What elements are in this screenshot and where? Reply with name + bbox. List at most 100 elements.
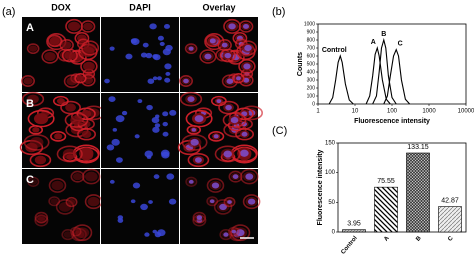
column-header: Overlay <box>202 2 235 12</box>
cell-fill <box>56 97 65 105</box>
nucleus <box>164 63 172 70</box>
cell-fill <box>29 178 38 185</box>
cell-cytoplasm <box>206 196 219 207</box>
cell-cytoplasm <box>61 229 75 241</box>
y-tick-label: 100 <box>307 93 316 99</box>
cell-cytoplasm <box>82 168 101 185</box>
nucleus <box>142 42 149 48</box>
y-tick-label: 500 <box>307 61 316 67</box>
nucleus <box>154 123 161 128</box>
nucleus <box>244 44 252 52</box>
nucleus <box>157 76 162 81</box>
x-tick-label: 1 <box>316 109 320 115</box>
cell-cytoplasm <box>56 145 83 163</box>
panel-label: (C) <box>272 125 287 137</box>
nucleus <box>148 200 153 204</box>
nucleus <box>187 96 195 103</box>
nucleus <box>109 46 115 51</box>
cell-cytoplasm <box>218 100 239 115</box>
x-tick-label: C <box>447 235 455 243</box>
nucleus <box>125 53 133 60</box>
nucleus <box>153 174 160 179</box>
cell-cytoplasm <box>192 211 207 224</box>
cell-fill <box>65 103 76 112</box>
nucleus <box>226 78 234 84</box>
nucleus <box>196 215 203 220</box>
y-tick-label: 1000 <box>304 21 315 27</box>
cell-fill <box>44 51 56 62</box>
nucleus <box>242 23 249 29</box>
histogram: 0 100 200 300 400 500 600 700 800 900 1000 1 10 100 10… <box>297 21 474 125</box>
cell-cytoplasm <box>208 131 225 142</box>
cell-cytoplasm <box>221 74 238 89</box>
cell-fill <box>29 137 44 148</box>
y-tick-label: 200 <box>307 85 316 91</box>
cell-cytoplasm <box>48 196 61 207</box>
cell-fill <box>83 61 95 71</box>
y-tick-label: 700 <box>307 45 316 51</box>
cell-cytoplasm <box>26 43 40 55</box>
cell-fill <box>36 216 47 225</box>
cell-fill <box>61 41 72 49</box>
cell-cytoplasm <box>41 49 59 64</box>
cell-fill <box>87 196 100 207</box>
panel-label: (a) <box>2 6 15 18</box>
cell-fill <box>28 45 38 52</box>
column-header: DAPI <box>129 2 151 12</box>
cell-cytoplasm <box>80 20 96 33</box>
cell-cytoplasm <box>47 34 63 48</box>
cell-cytoplasm <box>65 196 78 208</box>
nucleus <box>213 134 219 139</box>
bar <box>342 229 366 233</box>
cell-fill <box>63 231 73 238</box>
histogram-curve <box>365 45 391 105</box>
nucleus <box>169 109 177 116</box>
bar <box>438 206 462 233</box>
nucleus <box>152 229 158 234</box>
cell-cytoplasm <box>70 226 82 237</box>
nucleus <box>216 99 222 104</box>
nucleus <box>239 149 249 157</box>
cell-fill <box>83 22 93 31</box>
nucleus <box>194 157 202 163</box>
cell-cytoplasm <box>81 40 100 56</box>
nucleus <box>162 121 168 127</box>
nucleus <box>160 149 170 157</box>
nucleus <box>146 104 153 111</box>
cell-cytoplasm <box>206 178 225 193</box>
row-label: C <box>26 174 34 186</box>
cell-cytoplasm <box>72 224 93 242</box>
y-tick-label: 150 <box>325 141 336 147</box>
nucleus <box>145 52 153 59</box>
series-label: B <box>381 31 386 38</box>
cell-fill <box>75 227 90 239</box>
nucleus <box>209 38 216 44</box>
y-tick-label: 0 <box>312 101 315 107</box>
nucleus <box>223 232 229 237</box>
series-label: C <box>398 40 403 47</box>
cell-cytoplasm <box>74 73 87 84</box>
nucleus <box>188 179 194 184</box>
cell-fill <box>76 75 85 82</box>
series-label: Control <box>322 47 347 54</box>
row-label: A <box>26 22 34 34</box>
value-label: 42.87 <box>441 197 459 204</box>
nucleus <box>224 52 232 59</box>
bar <box>406 152 430 233</box>
cell-fill <box>34 155 47 165</box>
nucleus <box>223 150 232 158</box>
histogram-curve <box>328 54 354 105</box>
x-tick-label: 1000 <box>422 109 436 115</box>
nucleus <box>152 76 158 81</box>
cell-fill <box>68 21 81 32</box>
cell-cytoplasm <box>60 100 81 115</box>
cell-cytoplasm <box>29 152 52 168</box>
row-label: B <box>26 98 34 110</box>
cell-cytoplasm <box>228 170 243 183</box>
column-header: DOX <box>51 2 71 12</box>
cell-cytoplasm <box>223 196 236 208</box>
cell-fill <box>36 214 46 222</box>
cell-cytoplasm <box>238 20 254 33</box>
nucleus <box>204 53 212 60</box>
